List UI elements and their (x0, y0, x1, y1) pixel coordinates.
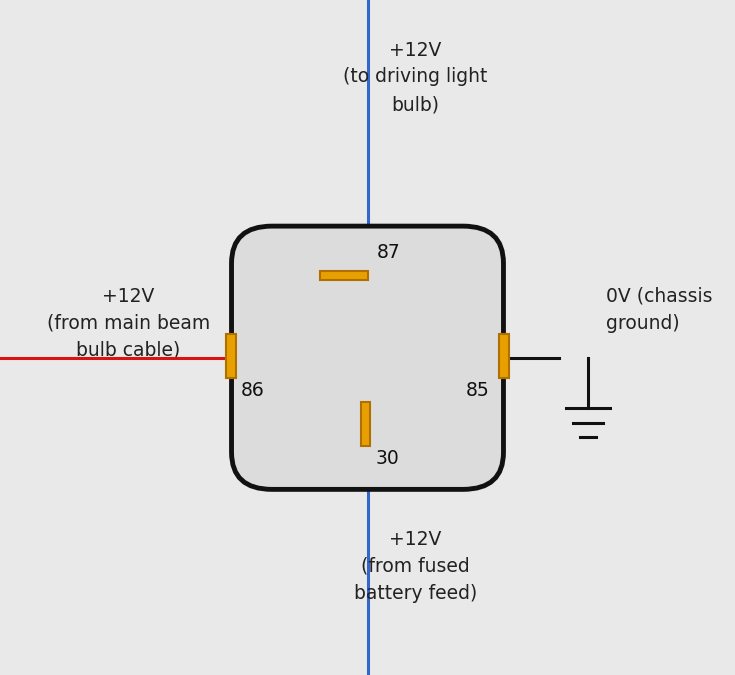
FancyBboxPatch shape (499, 334, 509, 378)
Text: (from main beam: (from main beam (47, 314, 210, 333)
Text: (from fused: (from fused (361, 557, 470, 576)
Text: ground): ground) (606, 314, 680, 333)
Text: 0V (chassis: 0V (chassis (606, 287, 713, 306)
Text: +12V: +12V (389, 530, 442, 549)
Text: bulb): bulb) (391, 96, 440, 115)
Text: 87: 87 (376, 243, 400, 262)
Text: battery feed): battery feed) (354, 584, 477, 603)
Text: 30: 30 (376, 449, 399, 468)
Text: 85: 85 (466, 381, 490, 400)
Text: +12V: +12V (102, 287, 155, 306)
FancyBboxPatch shape (232, 226, 503, 489)
FancyBboxPatch shape (226, 334, 236, 378)
Text: (to driving light: (to driving light (343, 68, 487, 86)
Text: +12V: +12V (389, 40, 442, 59)
Text: bulb cable): bulb cable) (76, 341, 181, 360)
FancyBboxPatch shape (361, 402, 370, 446)
FancyBboxPatch shape (320, 271, 368, 280)
Text: 86: 86 (241, 381, 265, 400)
